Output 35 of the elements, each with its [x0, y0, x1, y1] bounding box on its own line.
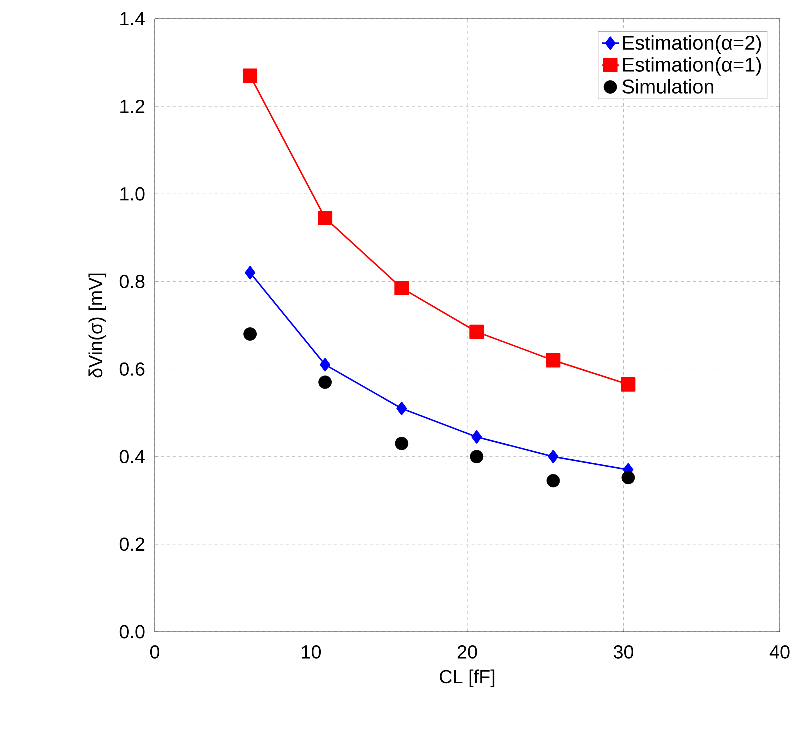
point [548, 450, 559, 464]
point [318, 376, 332, 390]
x-tick-label: 30 [614, 645, 634, 659]
point [243, 68, 258, 84]
y-tick-label: 0.2 [120, 538, 145, 552]
point [622, 471, 636, 485]
point [546, 474, 560, 488]
x-tick-label: 40 [770, 645, 790, 659]
legend-label: Estimation(α=1) [623, 57, 762, 76]
x-tick-label: 20 [458, 645, 478, 659]
x-axis-title: CL [fF] [440, 670, 495, 688]
point [394, 281, 410, 296]
point [320, 358, 331, 372]
point [546, 353, 561, 368]
point [244, 328, 257, 341]
point [245, 266, 256, 280]
point [395, 437, 409, 450]
point [318, 210, 333, 226]
y-axis-title: δVin(σ) [mV] [88, 274, 106, 378]
point [470, 324, 484, 340]
legend-label: Estimation(α=2) [623, 35, 762, 54]
x-tick-label: 10 [302, 645, 322, 659]
y-tick-label: 0.0 [120, 625, 145, 639]
x-tick-label: 0 [150, 645, 160, 659]
point [470, 450, 484, 464]
y-tick-label: 0.4 [120, 450, 145, 464]
point [396, 402, 408, 416]
y-tick-label: 1.2 [120, 100, 145, 114]
point [621, 377, 636, 392]
point [472, 430, 482, 444]
y-tick-label: 0.6 [120, 362, 145, 376]
y-tick-label: 1.0 [120, 187, 145, 201]
legend-label: Simulation [622, 79, 714, 94]
y-tick-label: 0.8 [120, 275, 145, 288]
y-tick-label: 1.4 [120, 12, 145, 26]
